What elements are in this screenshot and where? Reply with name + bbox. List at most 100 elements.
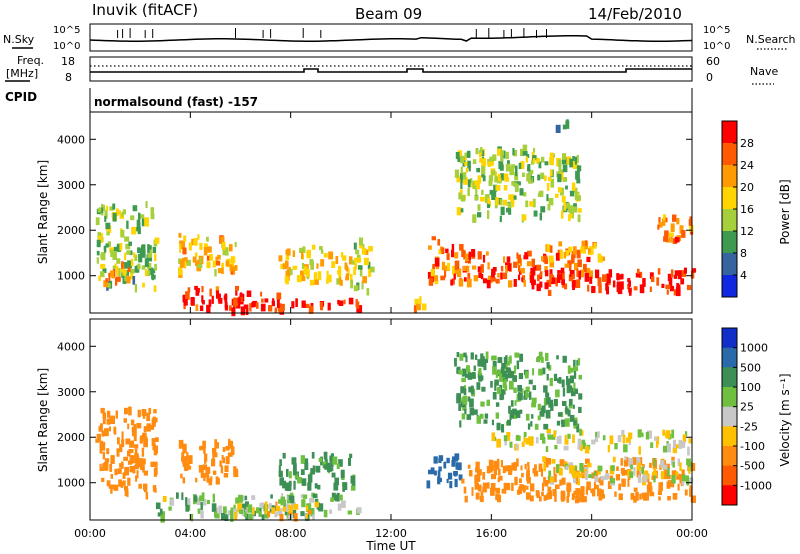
heatmap-cell	[476, 167, 481, 173]
heatmap-cell	[261, 514, 265, 521]
heatmap-cell	[154, 263, 157, 271]
heatmap-cell	[122, 472, 126, 479]
heatmap-cell	[516, 360, 520, 370]
heatmap-cell	[135, 462, 139, 470]
heatmap-cell	[104, 458, 110, 463]
heatmap-cell	[676, 217, 680, 225]
heatmap-cell	[645, 492, 649, 501]
heatmap-cell	[300, 494, 304, 499]
heatmap-cell	[491, 272, 495, 280]
heatmap-cell	[486, 280, 491, 289]
heatmap-cell	[555, 252, 560, 261]
heatmap-cell	[508, 280, 513, 288]
heatmap-cell	[526, 469, 530, 478]
heatmap-cell	[252, 300, 258, 307]
heatmap-cell	[569, 271, 573, 277]
heatmap-cell	[260, 303, 266, 312]
x-tick-label: 04:00	[174, 527, 206, 540]
heatmap-cell	[559, 479, 563, 486]
heatmap-cell	[497, 174, 501, 182]
heatmap-cell	[245, 513, 249, 520]
heatmap-cell	[489, 161, 494, 166]
heatmap-cell	[617, 285, 623, 295]
heatmap-cell	[526, 173, 531, 182]
heatmap-cell	[193, 495, 198, 502]
heatmap-cell	[141, 218, 146, 227]
heatmap-cell	[548, 197, 554, 206]
heatmap-cell	[222, 506, 227, 514]
heatmap-cell	[456, 207, 462, 216]
heatmap-cell	[555, 277, 558, 287]
heatmap-cell	[127, 267, 131, 272]
power-frame	[89, 111, 693, 314]
heatmap-cell	[466, 414, 472, 420]
heatmap-cell	[249, 513, 253, 520]
heatmap-cell	[318, 457, 323, 462]
heatmap-cell	[457, 462, 462, 471]
heatmap-cell	[504, 488, 507, 494]
heatmap-cell	[620, 273, 624, 280]
heatmap-cell	[464, 253, 470, 262]
heatmap-cell	[160, 514, 165, 523]
heatmap-cell	[199, 495, 202, 502]
heatmap-cell	[127, 423, 130, 430]
heatmap-cell	[527, 164, 531, 172]
heatmap-cell	[472, 159, 477, 164]
heatmap-cell	[564, 263, 570, 268]
heatmap-cell	[104, 209, 108, 219]
colorbar-tick-label: 4	[740, 269, 747, 282]
heatmap-cell	[578, 406, 582, 413]
heatmap-cell	[301, 300, 306, 308]
y-tick-label: 4000	[57, 340, 85, 353]
heatmap-cell	[292, 265, 298, 270]
heatmap-cell	[127, 477, 131, 486]
heatmap-cell	[115, 277, 118, 286]
heatmap-cell	[605, 283, 609, 291]
heatmap-cell	[537, 415, 541, 421]
nsearch-label: N.Search	[746, 33, 796, 46]
heatmap-cell	[481, 171, 485, 178]
heatmap-cell	[152, 443, 156, 451]
heatmap-cell	[130, 419, 135, 426]
heatmap-cell	[274, 512, 278, 518]
heatmap-cell	[551, 434, 556, 440]
heatmap-cell	[181, 492, 184, 500]
colorbar-swatch	[722, 465, 737, 486]
heatmap-cell	[99, 466, 104, 472]
heatmap-cell	[535, 490, 540, 497]
heatmap-cell	[311, 244, 316, 250]
heatmap-cell	[684, 489, 688, 496]
heatmap-cell	[582, 496, 587, 503]
heatmap-cell	[278, 470, 283, 477]
heatmap-cell	[466, 278, 472, 288]
heatmap-cell	[106, 448, 110, 455]
heatmap-cell	[494, 176, 499, 183]
heatmap-cell	[477, 251, 482, 260]
heatmap-cell	[438, 455, 444, 461]
heatmap-cell	[323, 509, 328, 518]
heatmap-cell	[632, 457, 637, 465]
heatmap-cell	[96, 257, 99, 264]
heatmap-cell	[134, 444, 139, 449]
heatmap-cell	[291, 502, 296, 510]
heatmap-cell	[330, 497, 335, 502]
heatmap-cell	[233, 470, 239, 478]
heatmap-cell	[567, 379, 571, 384]
heatmap-cell	[612, 280, 616, 288]
heatmap-cell	[578, 393, 583, 400]
heatmap-cell	[155, 437, 159, 442]
heatmap-cell	[251, 495, 256, 500]
heatmap-cell	[102, 430, 107, 435]
heatmap-cell	[124, 488, 129, 497]
heatmap-cell	[500, 367, 504, 374]
heatmap-cell	[502, 370, 507, 378]
heatmap-cell	[497, 370, 502, 375]
heatmap-cell	[243, 304, 249, 309]
heatmap-cell	[421, 303, 427, 311]
heatmap-cell	[507, 419, 511, 426]
heatmap-cell	[642, 474, 648, 483]
heatmap-cell	[119, 444, 123, 453]
heatmap-cell	[253, 510, 256, 517]
heatmap-cell	[657, 268, 661, 275]
heatmap-cell	[323, 464, 329, 469]
